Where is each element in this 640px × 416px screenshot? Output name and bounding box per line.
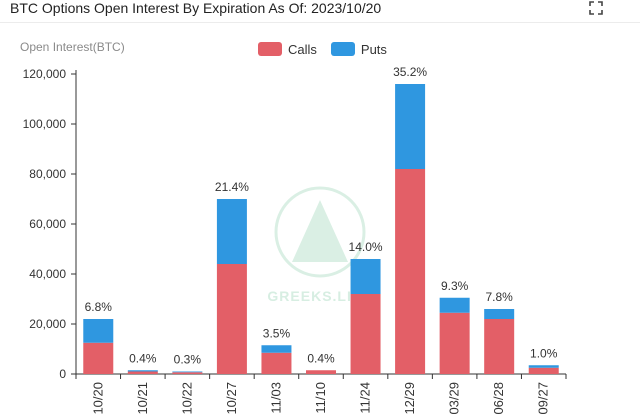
y-axis-label: Open Interest(BTC) xyxy=(20,40,125,54)
bar-puts-10-21 xyxy=(127,370,158,372)
x-tick-label: 12/29 xyxy=(402,382,417,415)
bar-calls-10-22 xyxy=(172,372,203,374)
chart-title: BTC Options Open Interest By Expiration … xyxy=(10,0,382,16)
x-tick-label: 10/22 xyxy=(179,382,194,415)
bar-calls-09-27 xyxy=(528,367,559,374)
data-label: 6.8% xyxy=(85,300,113,314)
fullscreen-icon[interactable] xyxy=(588,0,604,16)
bar-calls-10-21 xyxy=(127,371,158,374)
x-tick-label: 10/21 xyxy=(135,382,150,415)
chart-legend: Calls Puts xyxy=(258,40,401,58)
legend-label-puts: Puts xyxy=(360,41,387,57)
legend-label-calls: Calls xyxy=(288,41,317,57)
header-divider xyxy=(0,22,640,23)
x-tick-label: 11/03 xyxy=(268,382,283,414)
bar-puts-10-20 xyxy=(83,319,114,343)
y-tick-label: 20,000 xyxy=(29,317,66,331)
data-label: 21.4% xyxy=(215,180,249,194)
y-tick-label: 40,000 xyxy=(29,267,66,281)
data-label: 9.3% xyxy=(441,279,469,293)
bar-calls-12-29 xyxy=(395,169,426,374)
bar-calls-03-29 xyxy=(439,312,470,374)
x-tick-label: 11/10 xyxy=(313,382,328,414)
bar-puts-09-27 xyxy=(528,365,559,368)
data-label: 35.2% xyxy=(393,65,427,79)
x-tick-label: 10/20 xyxy=(90,382,105,415)
x-tick-label: 03/29 xyxy=(447,382,462,415)
bar-puts-03-29 xyxy=(439,297,470,313)
bar-puts-10-22 xyxy=(172,371,203,373)
legend-swatch-calls xyxy=(258,42,282,56)
legend-item-puts[interactable]: Puts xyxy=(330,41,387,57)
bar-calls-11-24 xyxy=(350,294,381,374)
x-tick-label: 10/27 xyxy=(224,382,239,415)
watermark-logo xyxy=(274,186,366,278)
data-label: 7.8% xyxy=(486,290,514,304)
bar-calls-06-28 xyxy=(484,319,515,374)
y-tick-label: 120,000 xyxy=(23,67,67,81)
data-label: 0.4% xyxy=(129,351,157,365)
bar-puts-11-24 xyxy=(350,259,381,294)
y-tick-label: 0 xyxy=(59,367,66,381)
bar-puts-06-28 xyxy=(484,309,515,319)
legend-swatch-puts xyxy=(330,42,355,56)
bar-calls-10-20 xyxy=(83,342,114,374)
legend-item-calls[interactable]: Calls xyxy=(258,42,317,57)
x-tick-label: 11/24 xyxy=(358,382,373,414)
y-tick-label: 60,000 xyxy=(29,217,66,231)
data-label: 0.4% xyxy=(307,351,335,365)
bar-calls-10-27 xyxy=(216,264,247,374)
bar-calls-11-10 xyxy=(306,370,336,374)
chart-header: BTC Options Open Interest By Expiration … xyxy=(0,0,640,28)
y-tick-label: 80,000 xyxy=(29,167,66,181)
x-tick-label: 06/28 xyxy=(491,382,506,415)
watermark-text: GREEKS.LIVE xyxy=(267,288,372,304)
data-label: 3.5% xyxy=(263,326,291,340)
bar-puts-10-27 xyxy=(216,199,247,264)
data-label: 0.3% xyxy=(174,353,202,367)
x-tick-label: 09/27 xyxy=(536,382,551,415)
bar-puts-11-03 xyxy=(261,345,292,353)
data-label: 1.0% xyxy=(530,346,558,360)
y-tick-label: 100,000 xyxy=(23,117,67,131)
data-label: 14.0% xyxy=(349,240,383,254)
bar-puts-12-29 xyxy=(395,84,426,169)
bar-calls-11-03 xyxy=(261,352,292,374)
